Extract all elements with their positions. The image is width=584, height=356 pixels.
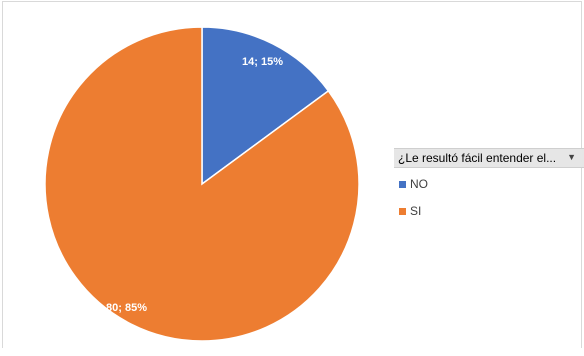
legend-item-si[interactable]: SI	[399, 204, 421, 218]
pie-slices	[44, 26, 360, 342]
data-label-si: 80; 85%	[106, 302, 147, 314]
pie-slice-no[interactable]	[201, 26, 330, 186]
legend-header-label: ¿Le resultó fácil entender el...	[398, 151, 557, 165]
legend-item-no[interactable]: NO	[399, 177, 428, 191]
pie-slice-si[interactable]	[44, 26, 360, 342]
data-label-no: 14; 15%	[242, 56, 283, 68]
legend-filter-header[interactable]: ¿Le resultó fácil entender el... ▼	[394, 148, 584, 168]
legend-swatch-no	[399, 180, 406, 188]
chart-bottom-edge	[0, 348, 584, 356]
legend-swatch-si	[399, 207, 406, 215]
legend-label-si: SI	[410, 204, 422, 218]
triangle-down-icon[interactable]: ▼	[567, 152, 576, 162]
legend-label-no: NO	[410, 177, 428, 191]
pie-data-labels: 14; 15% 80; 85%	[106, 56, 283, 314]
